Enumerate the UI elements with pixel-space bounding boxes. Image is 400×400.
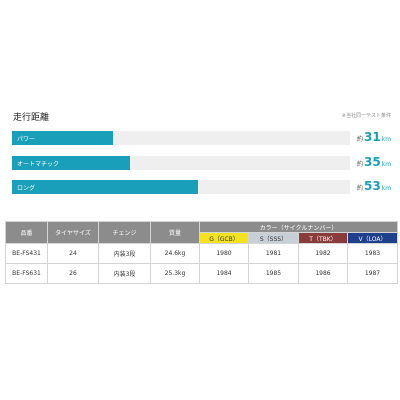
- value-number: 31: [364, 130, 381, 144]
- cell-tire: 26: [47, 263, 99, 284]
- cell-color-s: 1981: [248, 243, 299, 264]
- bar-fill: [12, 131, 114, 145]
- header-color-v: V（LOA）: [346, 232, 399, 244]
- range-value: 約35km: [357, 155, 391, 169]
- header-color-group: カラー（サイクルナンバー）: [198, 221, 399, 233]
- header-tire-size: タイヤサイズ: [47, 221, 99, 244]
- test-condition-note: ※当社同一テスト条件: [341, 113, 391, 119]
- bar-label: ロング: [17, 185, 36, 192]
- header-color-t: T（TBK）: [298, 232, 348, 244]
- value-prefix: 約: [357, 136, 364, 143]
- bar-fill: [12, 180, 198, 194]
- section-title: 走行距離: [13, 113, 50, 123]
- cell-color-v: 1983: [346, 243, 399, 264]
- value-number: 35: [364, 155, 381, 169]
- value-prefix: 約: [357, 161, 364, 168]
- range-bar-power: パワー 約31km: [12, 130, 391, 145]
- cell-change: 内装3段: [98, 243, 151, 264]
- range-bar-auto: オートマチック 約35km: [12, 155, 391, 170]
- bar-fill: [12, 156, 131, 170]
- range-value: 約53km: [357, 179, 391, 193]
- value-unit: km: [381, 185, 392, 192]
- value-number: 53: [364, 179, 381, 193]
- cell-color-t: 1986: [298, 263, 348, 284]
- cell-color-s: 1985: [248, 263, 299, 284]
- header-color-s: S（SSS）: [248, 232, 299, 244]
- range-value: 約31km: [357, 130, 391, 144]
- cell-weight: 24.6kg: [150, 243, 200, 264]
- cell-color-g: 1984: [199, 263, 249, 284]
- value-unit: km: [381, 136, 392, 143]
- cell-color-g: 1980: [199, 243, 249, 264]
- bar-track: ロング: [12, 180, 350, 194]
- range-bar-long: ロング 約53km: [12, 179, 391, 194]
- bar-label: パワー: [17, 136, 36, 143]
- value-prefix: 約: [357, 185, 364, 192]
- header-weight: 質量: [150, 221, 200, 244]
- cell-weight: 25.3kg: [150, 263, 200, 284]
- header-color-g: G（GCB）: [199, 232, 249, 244]
- bar-label: オートマチック: [17, 161, 60, 168]
- table-row: BE-FS631 26 内装3段 25.3kg 1984 1985 1986 1…: [5, 263, 399, 284]
- table-row: BE-FS431 24 内装3段 24.6kg 1980 1981 1982 1…: [5, 243, 399, 264]
- cell-model: BE-FS631: [5, 263, 48, 284]
- cell-model: BE-FS431: [5, 243, 48, 264]
- cell-color-t: 1982: [298, 243, 348, 264]
- cell-change: 内装3段: [98, 263, 151, 284]
- bar-track: パワー: [12, 131, 350, 145]
- cell-tire: 24: [47, 243, 99, 264]
- spec-table: 品番 タイヤサイズ チェンジ 質量 カラー（サイクルナンバー） G（GCB） S…: [5, 221, 399, 284]
- cell-color-v: 1987: [346, 263, 399, 284]
- bar-track: オートマチック: [12, 156, 350, 170]
- value-unit: km: [381, 161, 392, 168]
- header-model: 品番: [5, 221, 48, 244]
- header-change: チェンジ: [98, 221, 151, 244]
